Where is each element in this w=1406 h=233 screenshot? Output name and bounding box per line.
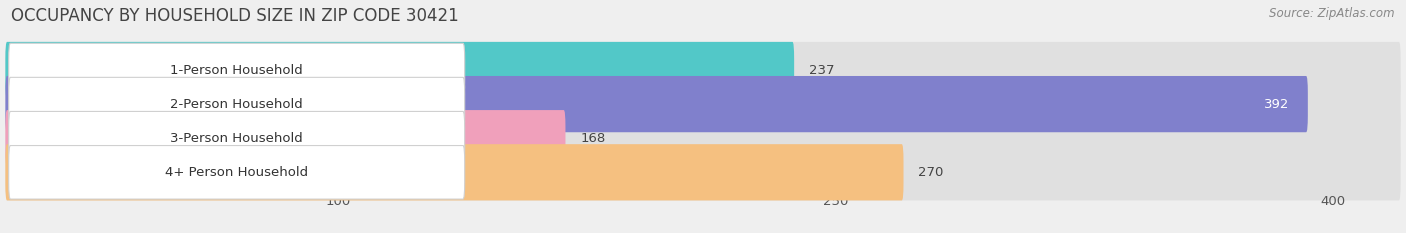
FancyBboxPatch shape — [6, 144, 1400, 200]
FancyBboxPatch shape — [6, 110, 1400, 166]
FancyBboxPatch shape — [8, 77, 465, 131]
Text: 237: 237 — [808, 64, 835, 76]
Text: 1-Person Household: 1-Person Household — [170, 64, 304, 76]
FancyBboxPatch shape — [8, 111, 465, 165]
Text: Source: ZipAtlas.com: Source: ZipAtlas.com — [1270, 7, 1395, 20]
Text: 4+ Person Household: 4+ Person Household — [165, 166, 308, 179]
FancyBboxPatch shape — [6, 76, 1308, 132]
FancyBboxPatch shape — [6, 76, 1400, 132]
Text: OCCUPANCY BY HOUSEHOLD SIZE IN ZIP CODE 30421: OCCUPANCY BY HOUSEHOLD SIZE IN ZIP CODE … — [11, 7, 458, 25]
Text: 392: 392 — [1264, 98, 1289, 111]
Text: 168: 168 — [581, 132, 606, 145]
FancyBboxPatch shape — [6, 110, 565, 166]
FancyBboxPatch shape — [8, 43, 465, 97]
FancyBboxPatch shape — [6, 42, 794, 98]
FancyBboxPatch shape — [6, 42, 1400, 98]
FancyBboxPatch shape — [8, 146, 465, 199]
Text: 2-Person Household: 2-Person Household — [170, 98, 304, 111]
FancyBboxPatch shape — [6, 144, 904, 200]
Text: 270: 270 — [918, 166, 943, 179]
Text: 3-Person Household: 3-Person Household — [170, 132, 304, 145]
